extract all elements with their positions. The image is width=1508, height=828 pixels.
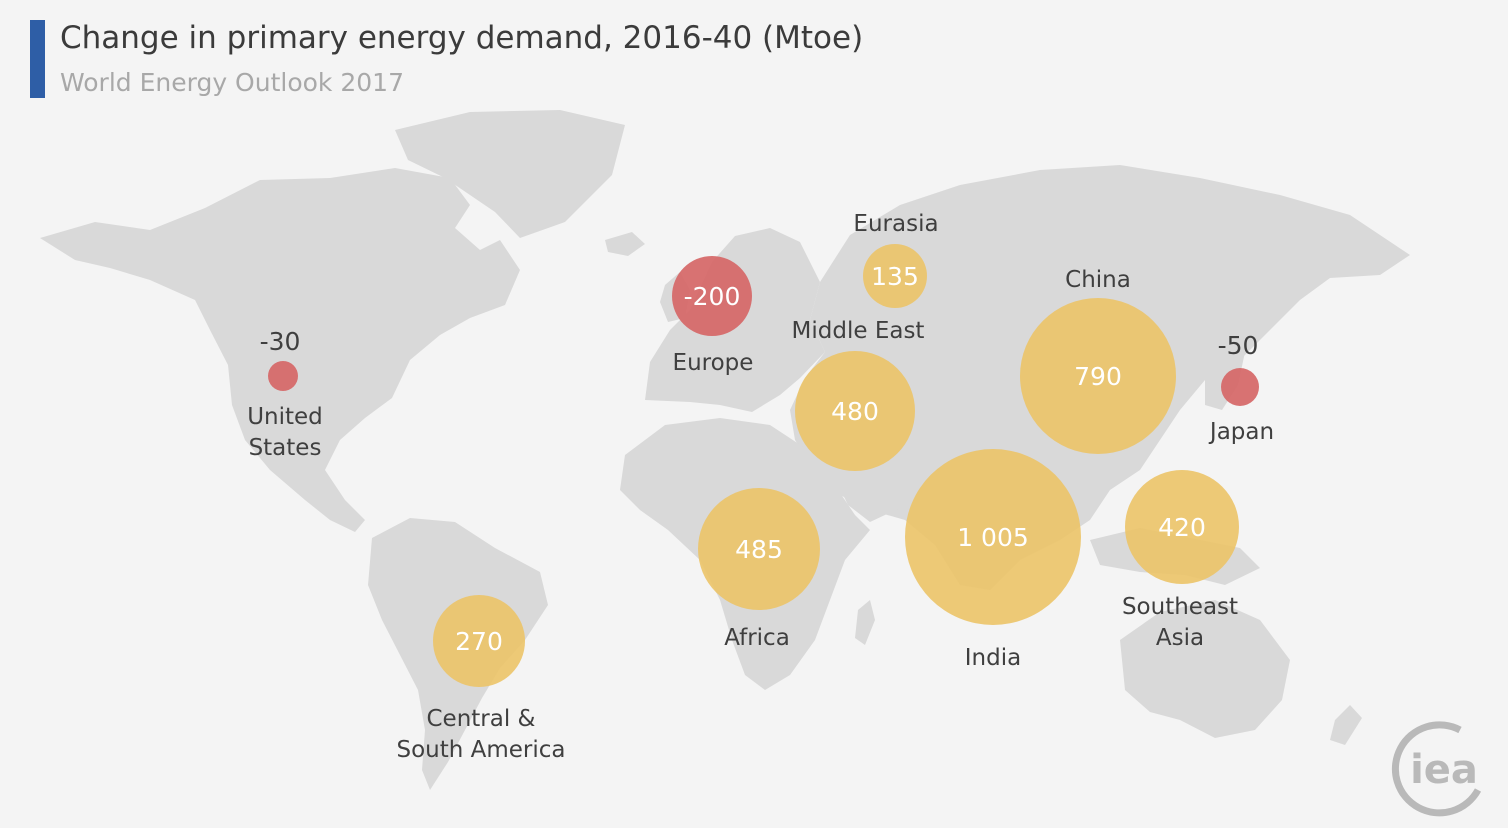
southeast-asia-value: 420 — [1158, 513, 1206, 542]
iea-logo: iea — [1391, 721, 1482, 817]
india-bubble — [905, 449, 1081, 625]
middle-east-marker: 480 Middle East — [792, 318, 925, 471]
europe-value: -200 — [684, 282, 741, 311]
japan-value: -50 — [1218, 331, 1259, 360]
india-value: 1 005 — [957, 523, 1029, 552]
united-states-marker: -30 United States — [247, 327, 323, 461]
india-marker: 1 005 India — [905, 449, 1081, 671]
eurasia-value: 135 — [871, 262, 919, 291]
china-bubble — [1020, 298, 1176, 454]
united-states-label: United — [247, 404, 323, 430]
iceland-landmass — [605, 232, 645, 256]
africa-label: Africa — [724, 625, 790, 651]
europe-marker: -200 Europe — [672, 256, 753, 376]
africa-value: 485 — [735, 535, 783, 564]
japan-landmass — [1205, 340, 1245, 410]
japan-bubble — [1221, 368, 1259, 406]
china-marker: 790 China — [1020, 267, 1176, 454]
africa-bubble — [698, 488, 820, 610]
central-south-america-label: South America — [396, 737, 565, 763]
southeast-asia-marker: 420 Southeast Asia — [1122, 470, 1239, 651]
iea-logo-text: iea — [1410, 747, 1478, 793]
japan-label: Japan — [1208, 419, 1274, 445]
madagascar-landmass — [855, 600, 875, 645]
eurasia-marker: 135 Eurasia — [853, 211, 939, 308]
north-america-landmass — [40, 168, 520, 532]
greenland-landmass — [395, 110, 625, 238]
united-states-label: States — [249, 435, 322, 461]
africa-marker: 485 Africa — [698, 488, 820, 651]
europe-label: Europe — [673, 350, 754, 376]
india-label: India — [965, 645, 1021, 671]
central-south-america-value: 270 — [455, 627, 503, 656]
middle-east-label: Middle East — [792, 318, 925, 344]
chart-title: Change in primary energy demand, 2016-40… — [60, 20, 864, 56]
china-value: 790 — [1074, 362, 1122, 391]
japan-marker: -50 Japan — [1208, 331, 1274, 445]
central-south-america-marker: 270 Central & South America — [396, 595, 566, 763]
title-accent-bar — [30, 20, 45, 98]
united-states-bubble — [268, 361, 298, 391]
southeast-asia-label: Southeast — [1122, 594, 1238, 620]
southeast-asia-label: Asia — [1156, 625, 1204, 651]
australia-landmass — [1120, 600, 1290, 738]
eurasia-label: Eurasia — [853, 211, 938, 237]
central-south-america-label: Central & — [427, 706, 536, 732]
iea-logo-ring — [1391, 721, 1482, 817]
new-zealand-landmass — [1330, 705, 1362, 745]
central-south-america-bubble — [433, 595, 525, 687]
middle-east-value: 480 — [831, 397, 879, 426]
demand-bubbles: -30 United States -200 Europe 135 Eurasia 480 Mi… — [247, 211, 1274, 763]
china-label: China — [1065, 267, 1131, 293]
southeast-asia-bubble — [1125, 470, 1239, 584]
europe-bubble — [672, 256, 752, 336]
world-landmass — [40, 110, 1410, 790]
middle-east-bubble — [795, 351, 915, 471]
chart-subtitle: World Energy Outlook 2017 — [60, 68, 404, 97]
eurasia-bubble — [863, 244, 927, 308]
united-states-value: -30 — [260, 327, 301, 356]
